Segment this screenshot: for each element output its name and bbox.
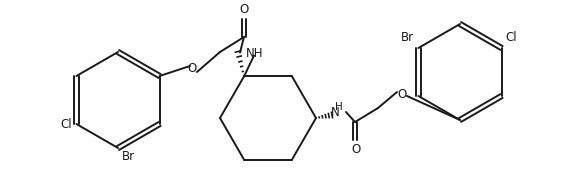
- Text: O: O: [398, 87, 407, 100]
- Text: H: H: [335, 102, 343, 112]
- Text: O: O: [239, 3, 249, 16]
- Text: O: O: [351, 143, 361, 156]
- Text: NH: NH: [246, 47, 264, 60]
- Text: Br: Br: [122, 150, 135, 163]
- Text: Cl: Cl: [61, 117, 72, 130]
- Text: O: O: [187, 62, 197, 74]
- Text: N: N: [331, 107, 340, 120]
- Text: Cl: Cl: [506, 31, 517, 44]
- Text: Br: Br: [401, 31, 414, 44]
